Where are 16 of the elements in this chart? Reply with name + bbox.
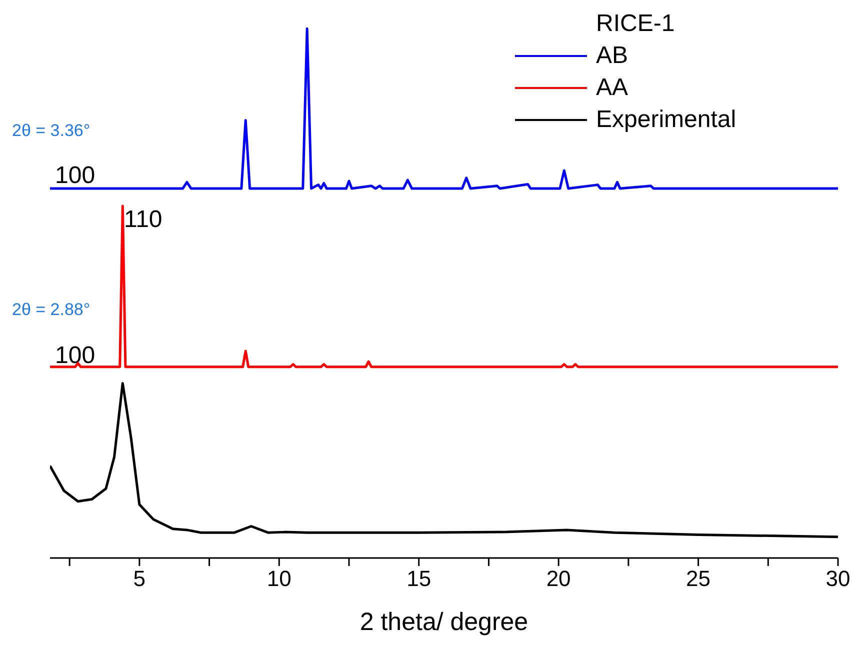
legend-label: Experimental bbox=[596, 105, 736, 135]
annotation: 2θ = 3.36° bbox=[12, 121, 90, 140]
x-tick-label: 25 bbox=[686, 566, 711, 591]
x-tick-label: 20 bbox=[546, 566, 571, 591]
x-tick-label: 5 bbox=[133, 566, 146, 591]
annotation: 2θ = 2.88° bbox=[12, 300, 90, 319]
legend-label: AB bbox=[596, 41, 628, 71]
x-axis-title: 2 theta/ degree bbox=[360, 608, 528, 636]
x-tick-label: 10 bbox=[266, 566, 292, 591]
x-tick-label: 30 bbox=[826, 566, 850, 591]
x-tick-label: 15 bbox=[406, 566, 432, 591]
annotation: 100 bbox=[55, 162, 96, 189]
annotation: 110 bbox=[124, 206, 162, 233]
legend-label: AA bbox=[596, 73, 628, 103]
annotation: 100 bbox=[55, 342, 96, 369]
legend-title: RICE-1 bbox=[596, 9, 676, 39]
